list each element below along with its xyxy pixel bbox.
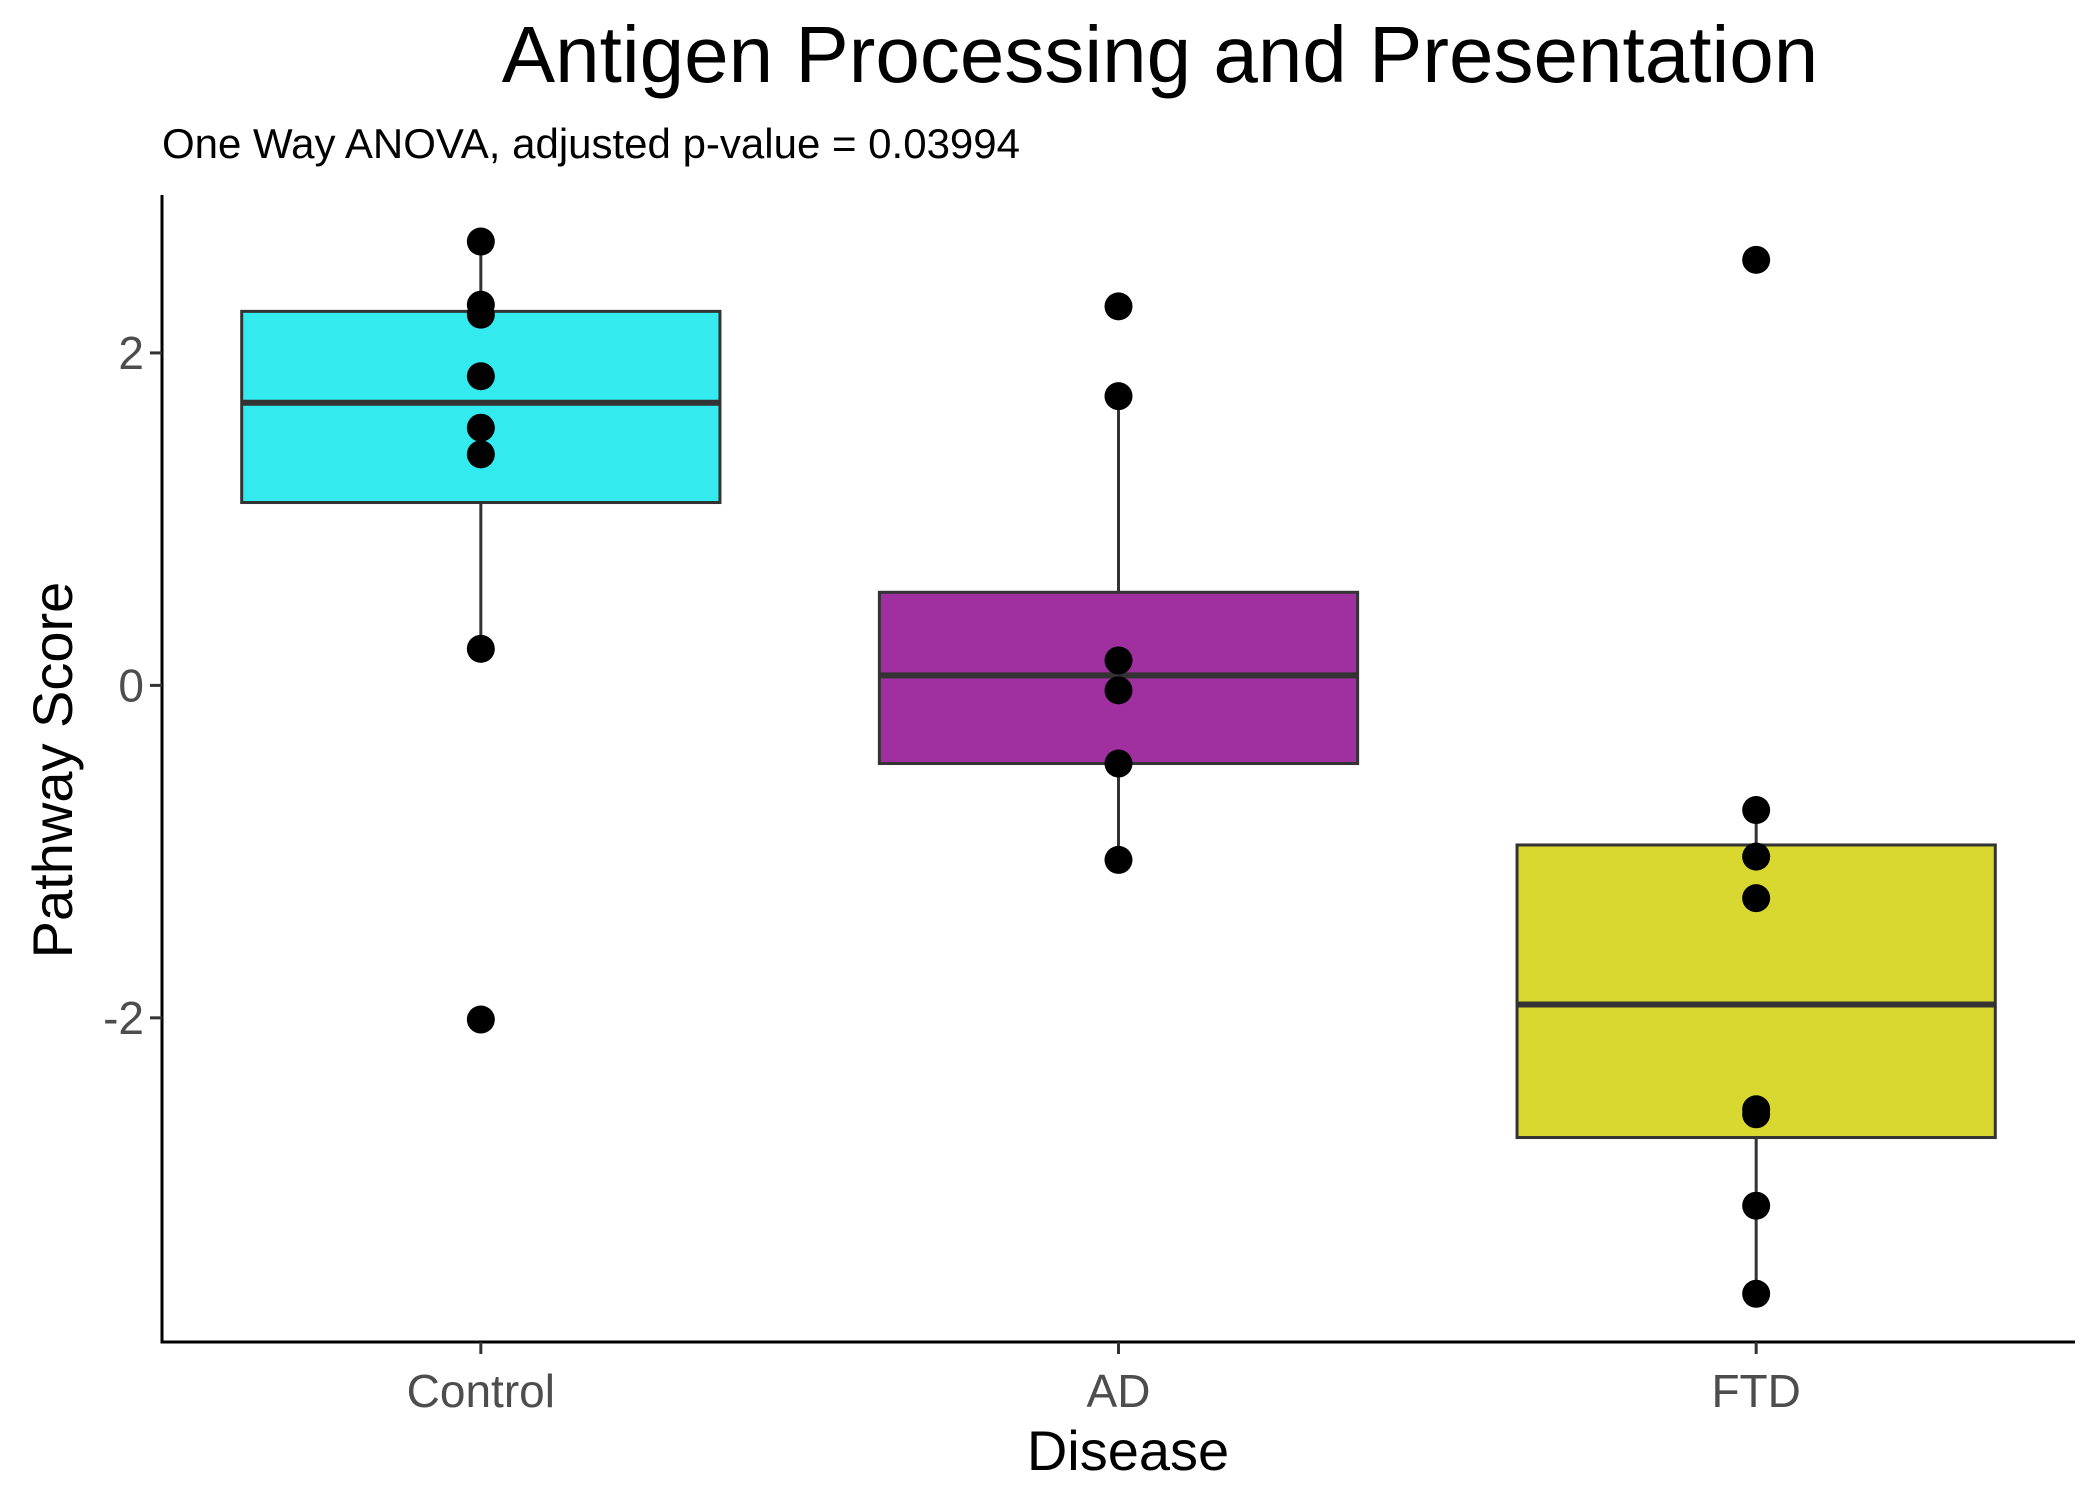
x-tick-label: FTD (1711, 1365, 1800, 1417)
data-point-ftd (1742, 842, 1771, 871)
data-point-ad (1104, 845, 1133, 874)
data-point-ad (1104, 382, 1133, 411)
data-point-ftd (1742, 1279, 1771, 1308)
data-point-ad (1104, 676, 1133, 705)
x-axis-title: Disease (1027, 1419, 1229, 1482)
data-point-control (466, 362, 495, 391)
data-point-ad (1104, 749, 1133, 778)
x-tick-label: Control (407, 1365, 555, 1417)
data-point-ftd (1742, 1191, 1771, 1220)
data-point-ad (1104, 646, 1133, 675)
data-point-control (466, 227, 495, 256)
data-point-ftd (1742, 245, 1771, 274)
chart-subtitle: One Way ANOVA, adjusted p-value = 0.0399… (162, 120, 1020, 167)
plot-area: -2 0 2 Control AD FTD (103, 195, 2075, 1417)
data-point-ftd (1742, 1100, 1771, 1129)
y-tick-label: 0 (118, 659, 144, 711)
y-axis-title: Pathway Score (21, 582, 84, 959)
y-tick-label: -2 (103, 992, 144, 1044)
data-point-ftd (1742, 796, 1771, 825)
data-point-control (466, 440, 495, 469)
data-point-control (466, 634, 495, 663)
x-tick-label: AD (1087, 1365, 1151, 1417)
data-point-control (466, 1005, 495, 1034)
chart-title: Antigen Processing and Presentation (502, 10, 1818, 99)
data-point-ftd (1742, 884, 1771, 913)
box-control (240, 309, 722, 505)
y-tick-label: 2 (118, 327, 144, 379)
data-point-control (466, 300, 495, 329)
data-point-control (466, 413, 495, 442)
data-point-ad (1104, 292, 1133, 321)
